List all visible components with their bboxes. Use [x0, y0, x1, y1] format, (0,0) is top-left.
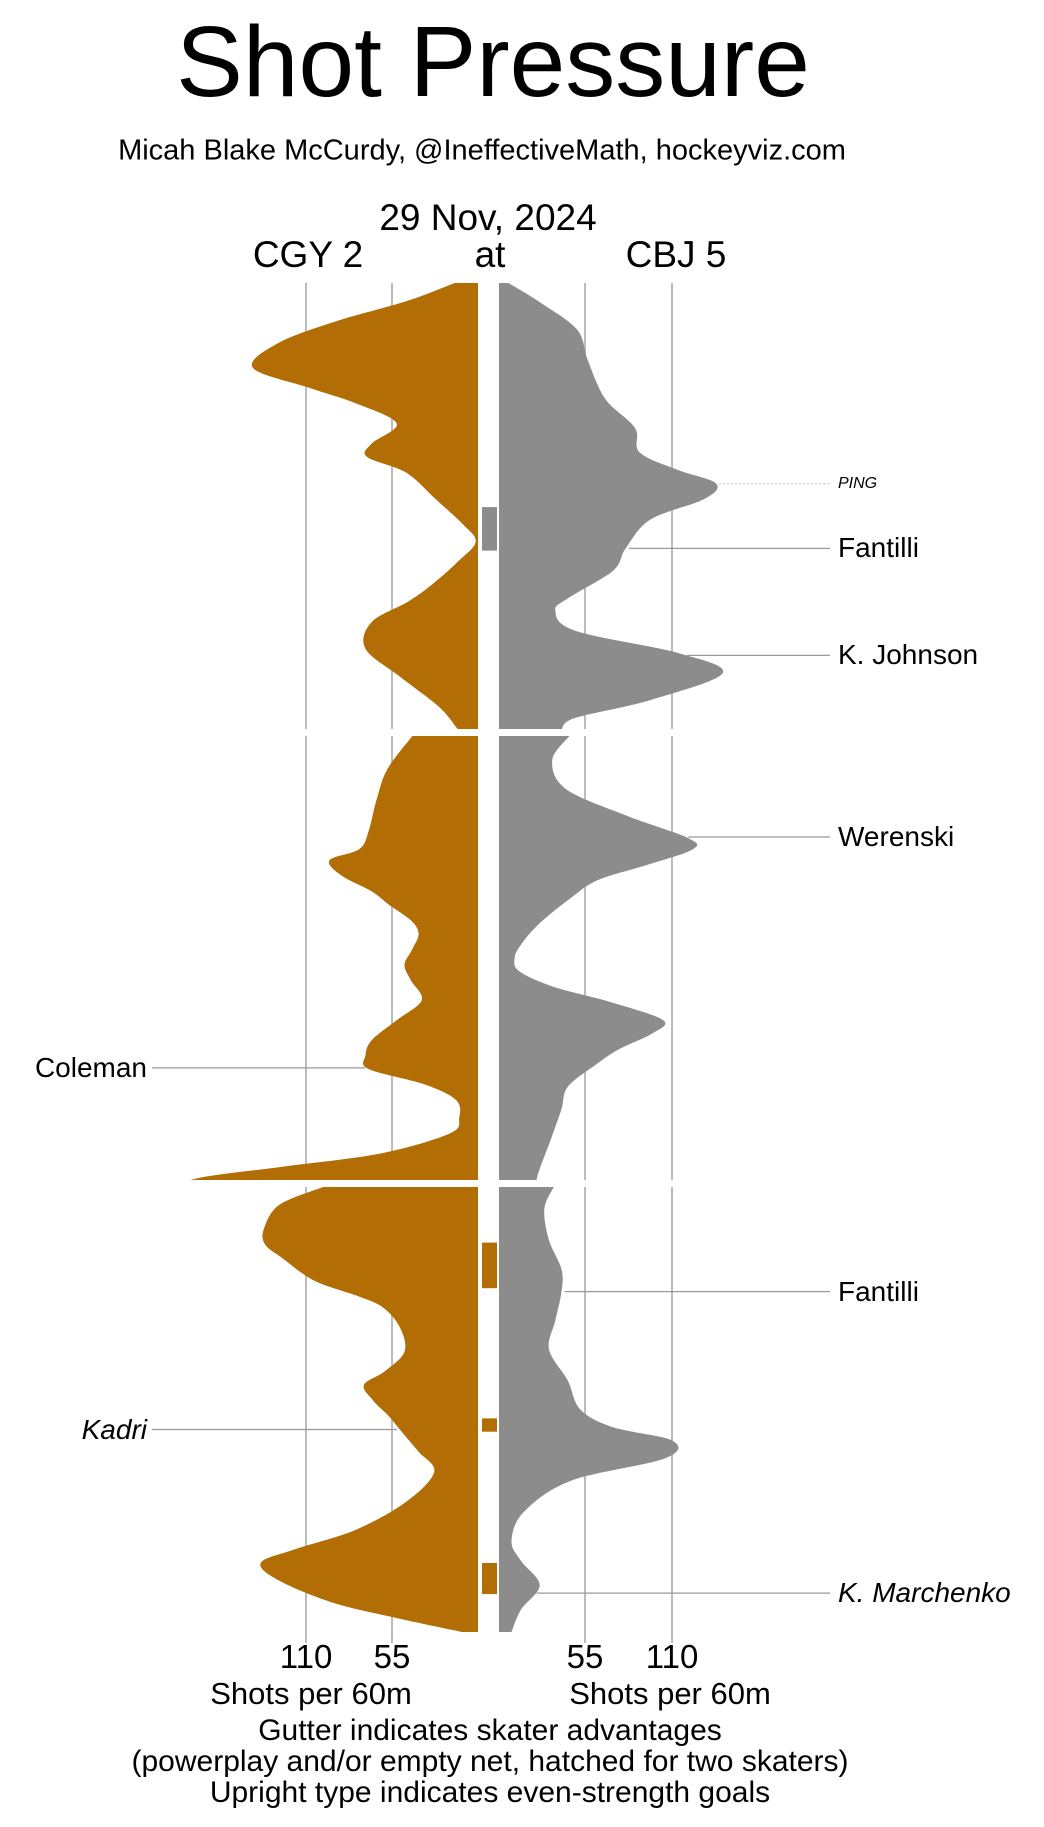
tick-right-55: 55: [566, 1638, 604, 1675]
tick-left-55: 55: [373, 1638, 411, 1675]
cgy-density-period-3: [260, 1187, 478, 1632]
goal-label-k-marchenko: K. Marchenko: [838, 1577, 1011, 1609]
goal-label-kadri: Kadri: [81, 1413, 147, 1445]
goal-label-k-johnson: K. Johnson: [838, 639, 979, 671]
footer-powerplay-note: (powerplay and/or empty net, hatched for…: [131, 1745, 849, 1778]
at-label: at: [474, 234, 506, 275]
gutter-advantage-cgy: [482, 1418, 497, 1432]
goal-label-werenski: Werenski: [838, 821, 955, 852]
cgy-density-period-1: [251, 283, 478, 729]
tick-left-110: 110: [279, 1638, 333, 1675]
cgy-density-period-2: [190, 736, 479, 1180]
attribution-subtitle: Micah Blake McCurdy, @IneffectiveMath, h…: [118, 134, 846, 167]
cbj-density-period-3: [499, 1187, 679, 1632]
game-date: 29 Nov, 2024: [379, 197, 597, 238]
gutter-advantage-cgy: [482, 1242, 497, 1289]
home-team-score: CBJ 5: [626, 234, 727, 276]
goal-label-fantilli: Fantilli: [838, 1275, 919, 1307]
away-team-score: CGY 2: [253, 234, 363, 276]
home-team-label: CBJ: [625, 234, 696, 275]
away-team-score-value: 2: [342, 234, 364, 275]
home-team-score-value: 5: [705, 234, 727, 275]
axis-title-right: Shots per 60m: [569, 1676, 771, 1711]
gutter-advantage-cbj: [482, 507, 497, 551]
goal-label-fantilli: Fantilli: [838, 532, 919, 564]
goal-label-coleman: Coleman: [34, 1051, 147, 1083]
post-label-ping: PING: [838, 474, 878, 492]
page-title: Shot Pressure: [176, 6, 810, 118]
footer-upright-note: Upright type indicates even-strength goa…: [209, 1776, 771, 1809]
cbj-density-period-2: [499, 736, 698, 1180]
gutter-advantage-cgy: [482, 1563, 497, 1595]
cbj-density-period-1: [499, 283, 724, 729]
footer-gutter-note: Gutter indicates skater advantages: [258, 1714, 722, 1747]
tick-right-110: 110: [645, 1638, 699, 1675]
away-team-label: CGY: [252, 234, 333, 275]
axis-title-left: Shots per 60m: [210, 1676, 412, 1711]
